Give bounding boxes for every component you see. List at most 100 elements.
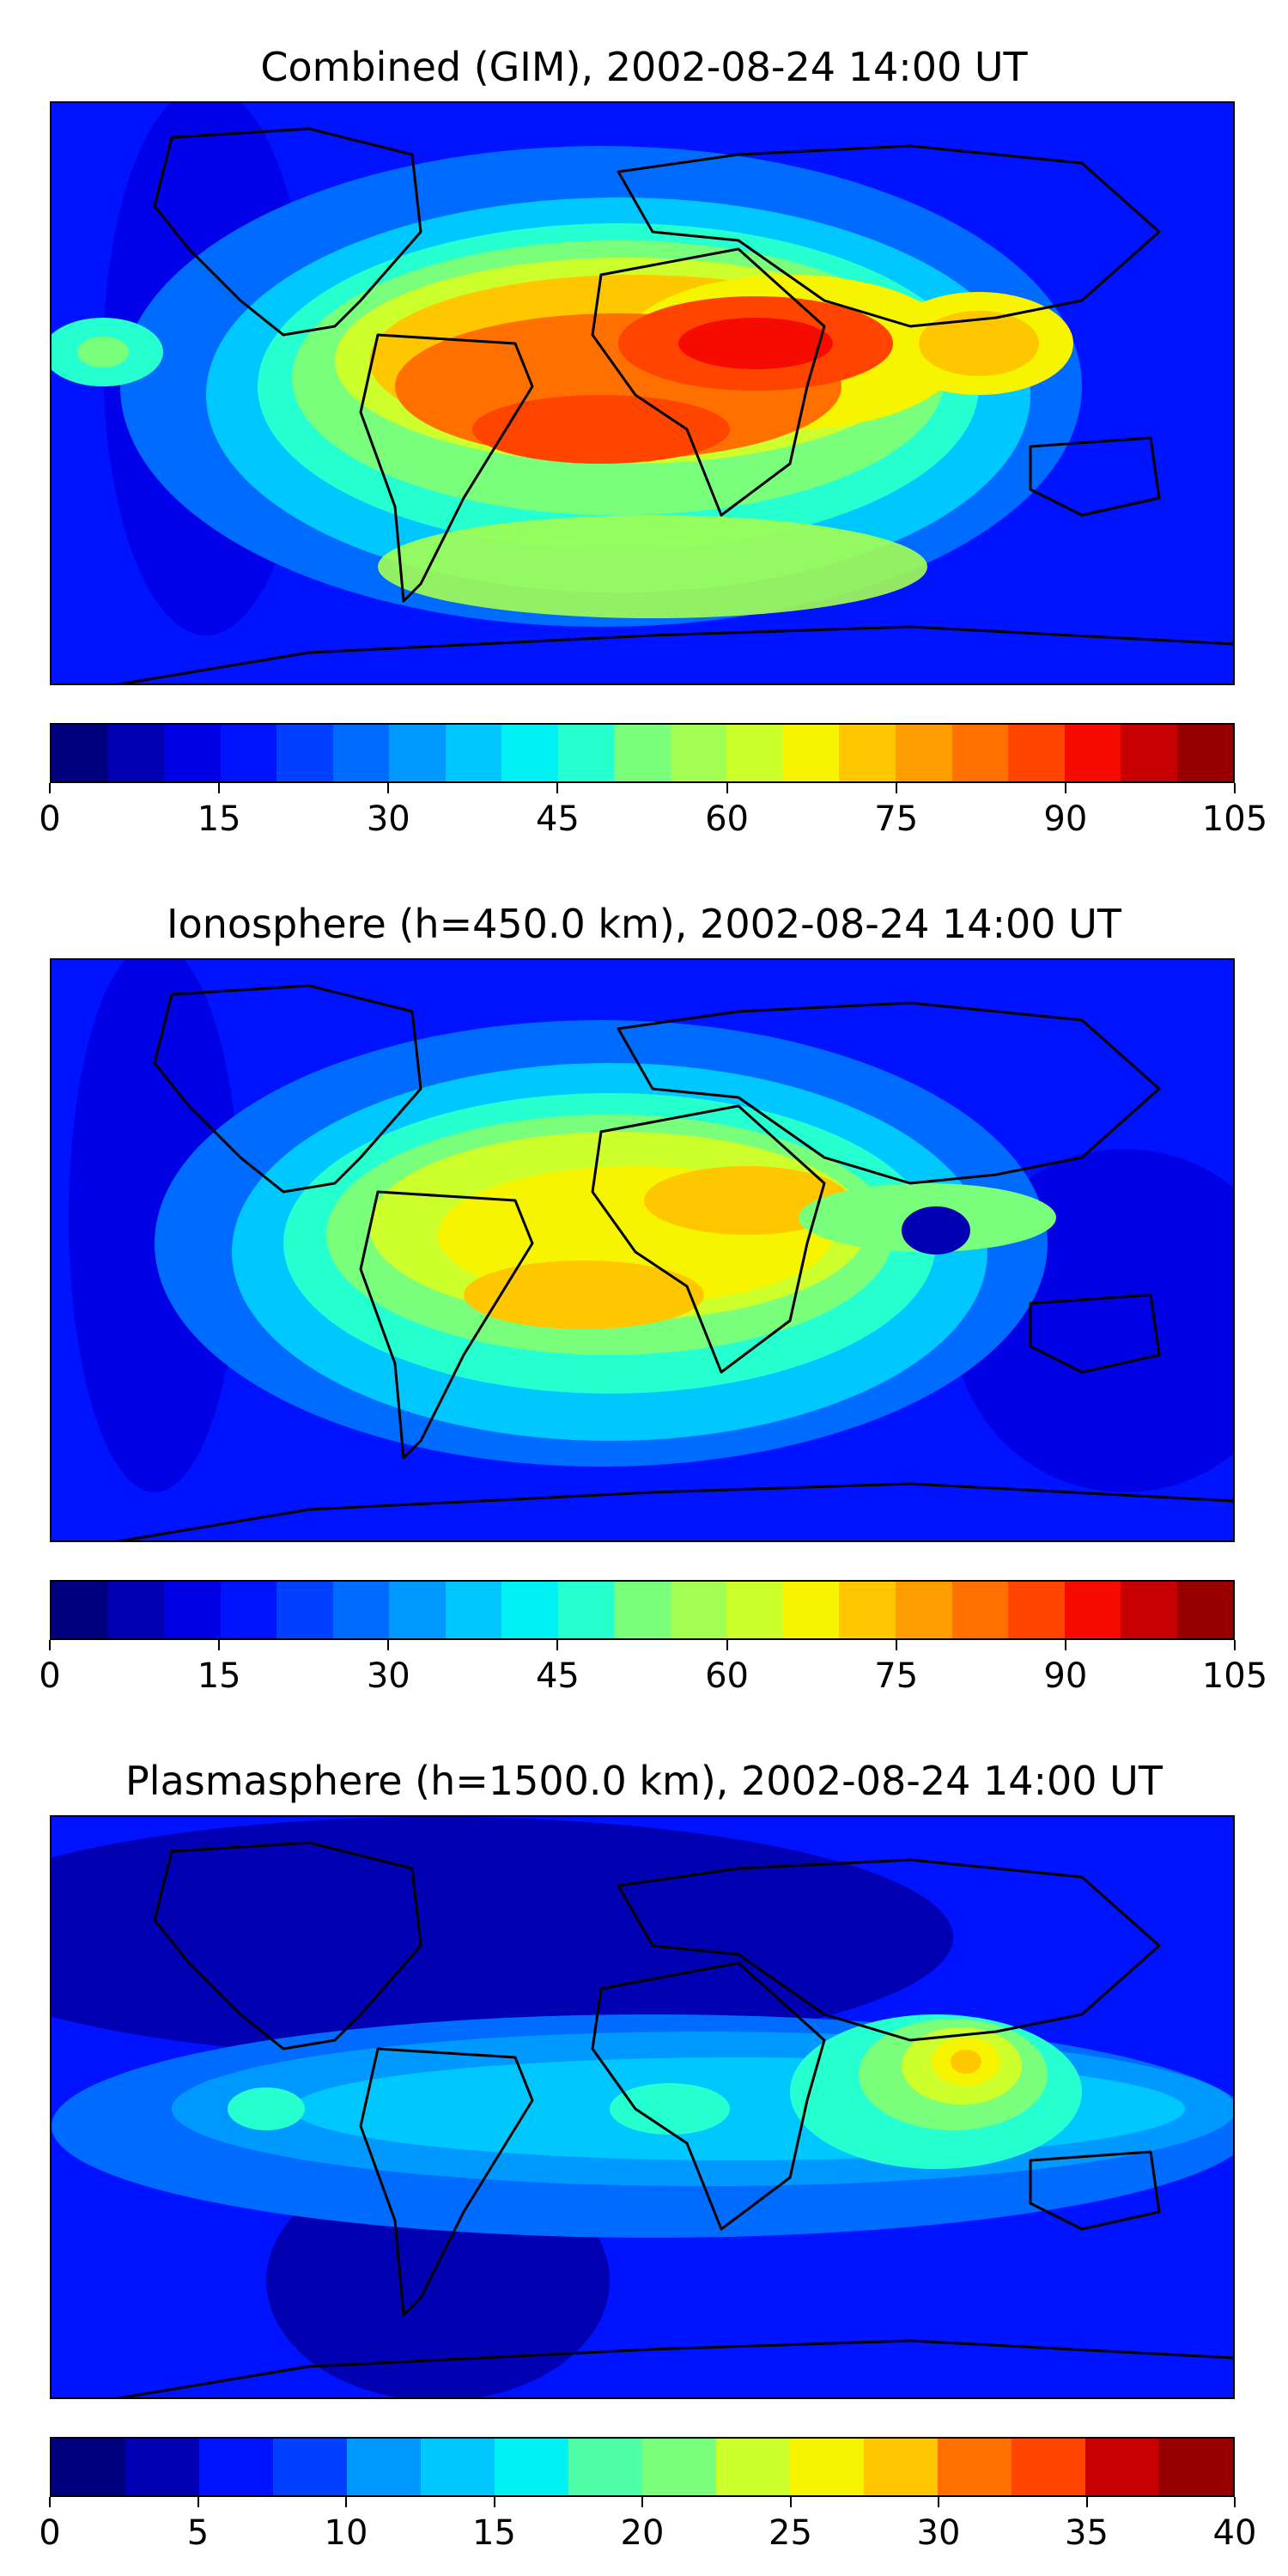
colorbar-segment: [839, 1582, 896, 1638]
colorbar-tick-mark: [387, 1640, 390, 1650]
colorbar-tick-label: 0: [39, 799, 61, 839]
colorbar-tick-label: 15: [472, 2513, 516, 2553]
colorbar-segment: [125, 2439, 199, 2495]
colorbar-tick-mark: [49, 2497, 51, 2507]
colorbar-segment: [670, 1582, 727, 1638]
colorbar-segment: [273, 2439, 347, 2495]
colorbar-segment: [568, 2439, 642, 2495]
colorbar-segment: [220, 725, 277, 781]
colorbar-tick-mark: [1234, 783, 1236, 793]
panel-title-combined: Combined (GIM), 2002-08-24 14:00 UT: [260, 44, 1028, 90]
colorbar-tick-label: 60: [705, 1656, 750, 1696]
colorbar-segment: [276, 1582, 333, 1638]
colorbar-segment: [1008, 725, 1065, 781]
colorbar-tick-label: 35: [1065, 2513, 1109, 2553]
panel-title-ionosphere: Ionosphere (h=450.0 km), 2002-08-24 14:0…: [167, 901, 1121, 947]
colorbar-tick-label: 90: [1043, 799, 1088, 839]
colorbar-segment: [614, 1582, 671, 1638]
colorbar-segment: [501, 1582, 558, 1638]
colorbar-ticks-combined: 0 15 30 45 60 75 90 105: [39, 783, 1267, 839]
colorbar-segment: [951, 1582, 1009, 1638]
colorbar-tick-mark: [556, 783, 559, 793]
colorbar-tick-mark: [895, 1640, 897, 1650]
colorbar-segment: [1176, 725, 1234, 781]
colorbar-segment: [642, 2439, 716, 2495]
colorbar-segment: [1176, 1582, 1234, 1638]
colorbar-segment: [895, 725, 952, 781]
colorbar-combined: [50, 723, 1235, 783]
colorbar-tick-label: 105: [1201, 1656, 1268, 1696]
coastline: [115, 1841, 1233, 2397]
colorbar-segment: [332, 1582, 390, 1638]
colorbar-segment: [276, 725, 333, 781]
colorbar-segment: [895, 1582, 952, 1638]
colorbar-tick-mark: [726, 1640, 728, 1650]
colorbar-tick-label: 75: [874, 799, 919, 839]
colorbar-tick-label: 45: [535, 799, 580, 839]
colorbar-segment: [199, 2439, 273, 2495]
colorbar-tick-mark: [726, 783, 728, 793]
colorbar-ticks-plasmasphere: 0 5 10 15 20 25 30 35 40: [39, 2497, 1256, 2553]
colorbar-segment: [445, 1582, 502, 1638]
colorbar-tick-mark: [1234, 1640, 1236, 1650]
colorbar-segment: [164, 1582, 221, 1638]
colorbar-segment: [790, 2439, 864, 2495]
colorbar-segment: [1159, 2439, 1233, 2495]
colorbar-segment: [1085, 2439, 1159, 2495]
colorbar-tick-label: 75: [874, 1656, 919, 1696]
colorbar-tick-label: 25: [769, 2513, 812, 2553]
colorbar-tick-label: 30: [916, 2513, 961, 2553]
colorbar-tick-mark: [1064, 783, 1066, 793]
colorbar-tick-mark: [218, 783, 221, 793]
colorbar-tick-label: 45: [535, 1656, 580, 1696]
panel-title-plasmasphere: Plasmasphere (h=1500.0 km), 2002-08-24 1…: [125, 1758, 1163, 1804]
colorbar-tick-label: 105: [1201, 799, 1268, 839]
colorbar-tick-mark: [218, 1640, 221, 1650]
colorbar-segment: [52, 1582, 108, 1638]
colorbar-segment: [938, 2439, 1012, 2495]
colorbar-segment: [1064, 1582, 1121, 1638]
colorbar-tick-mark: [49, 1640, 51, 1650]
colorbar-plasmasphere: [50, 2437, 1235, 2497]
colorbar-segment: [332, 725, 390, 781]
colorbar-segment: [421, 2439, 495, 2495]
colorbar-tick-label: 15: [197, 799, 241, 839]
colorbar-segment: [445, 725, 502, 781]
colorbar-segment: [220, 1582, 277, 1638]
coastline: [115, 127, 1233, 683]
colorbar-segment: [107, 725, 165, 781]
colorbar-tick-mark: [556, 1640, 559, 1650]
coastline: [115, 984, 1233, 1540]
colorbar-tick-mark: [641, 2497, 643, 2507]
colorbar-tick-mark: [387, 783, 390, 793]
colorbar-tick-mark: [1064, 1640, 1066, 1650]
colorbar-tick-label: 15: [197, 1656, 241, 1696]
colorbar-segment: [716, 2439, 790, 2495]
colorbar-segment: [1064, 725, 1121, 781]
colorbar-segment: [52, 725, 108, 781]
colorbar-tick-label: 0: [39, 2513, 61, 2553]
colorbar-segment: [951, 725, 1009, 781]
colorbar-ticks-ionosphere: 0 15 30 45 60 75 90 105: [39, 1640, 1267, 1696]
colorbar-tick-mark: [49, 783, 51, 793]
colorbar-tick-label: 90: [1043, 1656, 1088, 1696]
colorbar-segment: [164, 725, 221, 781]
colorbar-segment: [670, 725, 727, 781]
colorbar-tick-mark: [345, 2497, 347, 2507]
colorbar-segment: [1008, 1582, 1065, 1638]
colorbar-segment: [52, 2439, 125, 2495]
colorbar-tick-label: 10: [324, 2513, 368, 2553]
colorbar-segment: [782, 725, 840, 781]
colorbar-segment: [107, 1582, 165, 1638]
colorbar-segment: [1012, 2439, 1085, 2495]
colorbar-tick-mark: [895, 783, 897, 793]
colorbar-segment: [389, 1582, 446, 1638]
colorbar-tick-label: 30: [366, 1656, 410, 1696]
colorbar-ionosphere: [50, 1580, 1235, 1640]
colorbar-tick-mark: [493, 2497, 495, 2507]
colorbar-segment: [839, 725, 896, 781]
colorbar-tick-label: 30: [366, 799, 410, 839]
colorbar-tick-mark: [1085, 2497, 1088, 2507]
colorbar-tick-mark: [938, 2497, 939, 2507]
map-plasmasphere: [50, 1815, 1235, 2399]
